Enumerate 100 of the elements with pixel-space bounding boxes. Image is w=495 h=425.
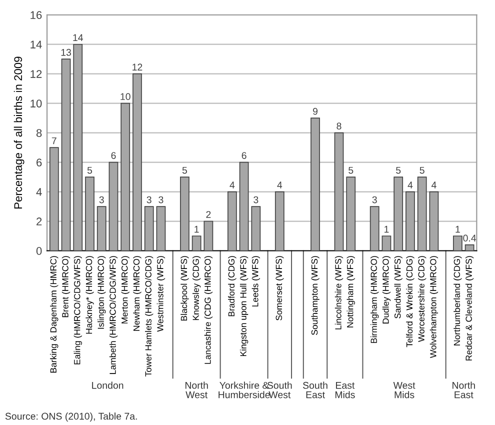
bar — [346, 176, 356, 251]
data-label: 2 — [206, 211, 211, 218]
text: West Mids — [393, 382, 416, 398]
y-tick-label: 4 — [36, 188, 42, 196]
data-label: 5 — [348, 166, 354, 174]
data-label: 12 — [132, 64, 142, 70]
data-label: 9 — [313, 108, 318, 115]
x-tick-label: Lambeth (HMRCO/CDG/WFS) — [109, 256, 118, 374]
x-tick-label: Birmingham (HMRCO) — [370, 256, 379, 343]
x-tick-label: Northumberland (CDG) — [454, 256, 462, 346]
bar — [108, 162, 118, 251]
data-label: 4 — [408, 182, 413, 188]
x-tick-label: Kingston upon Hull (WFS) — [240, 256, 248, 356]
x-tick-label: Westminster (WFS) — [156, 256, 166, 332]
y-tick-label: 0 — [36, 247, 42, 255]
bar — [61, 58, 71, 251]
x-tick-label: Sandwell (WFS) — [394, 256, 402, 318]
text: North East — [452, 382, 475, 398]
bar — [156, 206, 166, 251]
y-tick-label: 12 — [30, 70, 42, 78]
bar — [239, 162, 249, 251]
x-tick-label: Telford & Wrekin (CDG) — [406, 256, 414, 348]
bar — [382, 236, 392, 251]
data-label: 1 — [384, 226, 389, 233]
x-tick-label: Nottingham (WFS) — [346, 256, 355, 328]
text: South East — [303, 382, 328, 398]
data-label: 0.4 — [463, 234, 476, 242]
bar — [464, 244, 474, 251]
data-label: 1 — [194, 226, 199, 233]
data-label: 6 — [111, 152, 116, 159]
bar — [310, 118, 320, 251]
bar — [144, 206, 154, 251]
bar — [204, 220, 214, 251]
x-tick-label: Islington (HMRCO) — [98, 256, 106, 329]
x-tick-label: Merton (HMRCO) — [121, 256, 130, 324]
bar — [120, 102, 130, 251]
bar — [394, 176, 404, 251]
bar — [370, 206, 380, 251]
x-tick-label: Wolverhampton (HMRCO) — [430, 256, 438, 358]
y-tick-label: 10 — [30, 100, 42, 108]
x-tick-label: Redcar & Cleveland (WFS) — [465, 256, 474, 360]
y-tick-label: 6 — [36, 158, 42, 166]
data-label: 3 — [99, 196, 104, 204]
bar — [192, 236, 202, 251]
bar — [334, 132, 344, 251]
x-tick-label: Barking & Dagenham (HMRC) — [50, 256, 58, 373]
x-tick-label: Brent (HMRCO) — [62, 256, 70, 318]
data-label: 3 — [146, 196, 152, 204]
source-note: Source: ONS (2010), Table 7a. — [5, 412, 137, 422]
data-label: 1 — [456, 226, 460, 233]
bar — [227, 191, 237, 251]
text: East Mids — [335, 382, 355, 398]
y-tick-label: 14 — [30, 40, 42, 48]
data-label: 3 — [158, 196, 164, 204]
x-tick-label: Somerset (WFS) — [276, 256, 284, 320]
data-label: 5 — [87, 166, 92, 174]
data-label: 5 — [420, 166, 424, 174]
x-tick-label: Dudley (HMRCO) — [382, 256, 391, 324]
data-label: 14 — [73, 34, 84, 41]
text: North West — [185, 382, 208, 398]
x-tick-label: Leeds (WFS) — [252, 256, 260, 306]
data-label: 7 — [52, 137, 56, 144]
bar — [73, 44, 83, 251]
x-tick-label: Blackpool (WFS) — [180, 256, 189, 321]
x-tick-label: Newham (HMRCO) — [133, 256, 142, 331]
x-tick-label: Knowsley (CDG) — [192, 256, 201, 320]
x-tick-label: Southampton (WFS) — [311, 256, 320, 335]
data-label: 10 — [120, 93, 130, 100]
data-label: 5 — [182, 166, 187, 174]
bar — [180, 176, 190, 251]
x-tick-label: Tower Hamlets (HMRCO/CDG) — [145, 256, 154, 376]
x-tick-label: Lancashire (CDG (HMRCO) — [204, 256, 213, 364]
x-tick-label: Hackney* (HMRCO) — [86, 256, 94, 334]
bar — [417, 176, 427, 251]
x-tick-label: Lincolnshire (WFS) — [334, 256, 344, 330]
bar — [251, 206, 261, 251]
y-tick-label: 16 — [30, 11, 42, 20]
data-label: 4 — [431, 182, 436, 188]
y-tick-label: 2 — [36, 218, 42, 226]
text: London — [92, 382, 124, 389]
data-label: 5 — [396, 166, 401, 174]
x-tick-label: Bradford (CDG) — [228, 256, 236, 316]
bar — [453, 236, 462, 251]
data-label: 13 — [61, 48, 71, 56]
y-tick-label: 8 — [36, 129, 42, 137]
data-label: 4 — [230, 182, 235, 188]
data-label: 4 — [277, 182, 282, 188]
bar — [429, 191, 439, 251]
bar — [406, 191, 415, 251]
x-tick-label: Ealing (HMRCO/CDG/WFS) — [74, 256, 82, 364]
bar — [85, 176, 94, 251]
y-axis-title: Percentage of all births in 2009 — [14, 56, 24, 208]
data-label: 3 — [372, 196, 377, 204]
data-label: 8 — [336, 122, 342, 130]
bar — [96, 206, 106, 251]
bar — [132, 73, 142, 251]
bar — [49, 147, 59, 251]
x-tick-label: Worcestershire (CDG) — [418, 256, 426, 342]
data-label: 3 — [254, 196, 258, 204]
data-label: 6 — [242, 152, 246, 159]
